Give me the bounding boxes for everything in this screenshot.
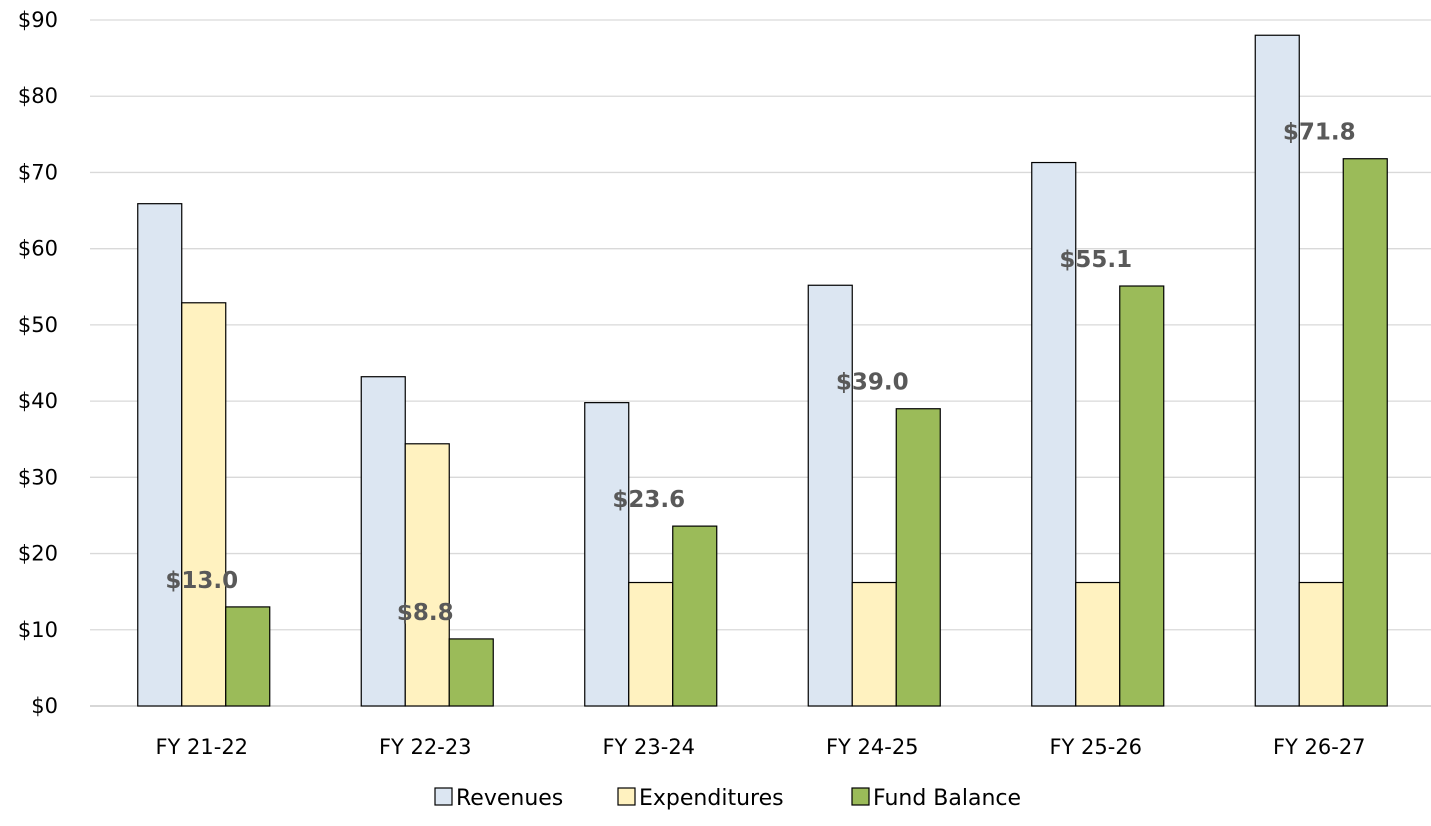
bar-revenues-fy-23-24 [584, 402, 630, 707]
legend-label: Fund Balance [873, 786, 1021, 811]
y-tick-label: $0 [31, 694, 58, 718]
bar-expenditures-fy-23-24 [628, 581, 674, 707]
bar-fund-balance-fy-25-26 [1119, 285, 1165, 707]
data-label: $39.0 [836, 370, 909, 396]
y-axis-tick-labels: $0 $10 $20 $30 $40 $50 $60 $70 $80 $90 [18, 8, 58, 718]
data-labels: $13.0 $8.8 $23.6 $39.0 $55.1 $71.8 [165, 120, 1355, 626]
y-tick-label: $40 [18, 389, 58, 413]
bar-expenditures-fy-22-23 [404, 443, 450, 707]
bar-revenues-fy-24-25 [807, 284, 853, 707]
bar-fund-balance-fy-24-25 [895, 408, 941, 707]
bar-fund-balance-fy-21-22 [225, 606, 271, 707]
legend-label: Revenues [456, 786, 563, 811]
bar-expenditures-fy-25-26 [1075, 581, 1121, 707]
y-tick-label: $80 [18, 84, 58, 108]
legend-swatch-expenditures [617, 787, 636, 806]
legend: Revenues Expenditures Fund Balance [434, 786, 1021, 811]
bar-expenditures-fy-24-25 [851, 581, 897, 707]
data-label: $13.0 [165, 568, 238, 594]
data-label: $8.8 [397, 600, 454, 626]
y-tick-label: $30 [18, 465, 58, 489]
bar-fund-balance-fy-22-23 [448, 638, 494, 707]
data-label: $23.6 [612, 487, 685, 513]
bar-fund-balance-fy-23-24 [672, 525, 718, 707]
bar-revenues-fy-21-22 [137, 203, 183, 707]
gridlines [90, 19, 1431, 707]
y-tick-label: $10 [18, 618, 58, 642]
y-tick-label: $90 [18, 8, 58, 32]
y-tick-label: $70 [18, 160, 58, 184]
y-tick-label: $50 [18, 313, 58, 337]
bars [137, 34, 1388, 707]
x-tick-label: FY 21-22 [155, 735, 248, 759]
bar-expenditures-fy-21-22 [181, 302, 227, 707]
y-tick-label: $20 [18, 542, 58, 566]
bar-revenues-fy-26-27 [1254, 34, 1300, 707]
x-axis-tick-labels: FY 21-22 FY 22-23 FY 23-24 FY 24-25 FY 25-26… [155, 735, 1365, 759]
x-tick-label: FY 24-25 [826, 735, 919, 759]
bar-revenues-fy-25-26 [1031, 161, 1077, 707]
legend-label: Expenditures [639, 786, 784, 811]
data-label: $55.1 [1059, 247, 1132, 273]
legend-swatch-revenues [434, 787, 453, 806]
data-label: $71.8 [1283, 120, 1356, 146]
bar-revenues-fy-22-23 [360, 376, 406, 707]
bar-expenditures-fy-26-27 [1298, 581, 1344, 707]
x-tick-label: FY 23-24 [602, 735, 695, 759]
x-tick-label: FY 26-27 [1273, 735, 1366, 759]
legend-swatch-fund-balance [851, 787, 870, 806]
bar-fund-balance-fy-26-27 [1342, 158, 1388, 707]
x-tick-label: FY 22-23 [379, 735, 472, 759]
y-tick-label: $60 [18, 237, 58, 261]
x-tick-label: FY 25-26 [1049, 735, 1142, 759]
